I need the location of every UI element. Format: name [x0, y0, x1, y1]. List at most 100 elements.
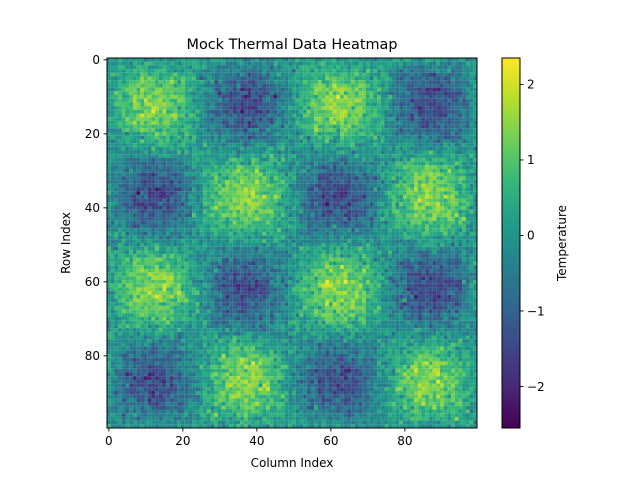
heatmap-cell [406, 69, 411, 73]
heatmap-cell [354, 235, 359, 240]
heatmap-cell [107, 213, 111, 218]
heatmap-cell [199, 220, 204, 225]
heatmap-cell [214, 132, 219, 136]
heatmap-cell [284, 117, 289, 121]
heatmap-cell [210, 239, 215, 244]
heatmap-cell [436, 80, 441, 84]
heatmap-cell [155, 165, 159, 170]
heatmap-cell [277, 220, 281, 225]
heatmap-cell [321, 72, 326, 77]
heatmap-cell [195, 80, 200, 84]
heatmap-cell [425, 220, 429, 225]
heatmap-cell [203, 102, 207, 107]
heatmap-cell [240, 165, 244, 170]
heatmap-cell [266, 76, 270, 81]
heatmap-cell [317, 231, 322, 236]
heatmap-cell [440, 235, 444, 240]
heatmap-cell [310, 143, 315, 147]
heatmap-cell [192, 194, 196, 199]
heatmap-cell [336, 183, 341, 188]
heatmap-cell [136, 202, 141, 207]
heatmap-cell [406, 202, 411, 207]
heatmap-cell [295, 165, 300, 170]
heatmap-cell [462, 169, 466, 173]
heatmap-cell [277, 120, 281, 125]
heatmap-cell [425, 83, 429, 88]
heatmap-cell [121, 58, 126, 62]
heatmap-cell [284, 91, 289, 96]
heatmap-cell [277, 128, 281, 133]
heatmap-cell [469, 198, 474, 203]
heatmap-cell [262, 213, 267, 218]
heatmap-cell [399, 98, 404, 103]
heatmap-cell [132, 161, 137, 166]
heatmap-cell [118, 146, 122, 151]
heatmap-cell [247, 180, 252, 184]
heatmap-cell [436, 206, 441, 210]
heatmap-cell [144, 102, 148, 107]
heatmap-cell [417, 58, 422, 62]
heatmap-cell [158, 154, 163, 158]
heatmap-cell [225, 176, 230, 181]
heatmap-cell [269, 209, 274, 214]
heatmap-cell [428, 235, 433, 240]
heatmap-cell [110, 113, 115, 118]
heatmap-cell [251, 228, 256, 232]
heatmap-cell [436, 124, 441, 129]
heatmap-cell [162, 76, 167, 81]
heatmap-cell [240, 135, 244, 140]
heatmap-cell [343, 87, 348, 92]
heatmap-cell [229, 135, 233, 140]
heatmap-cell [451, 176, 455, 181]
heatmap-cell [292, 61, 296, 66]
heatmap-cell [232, 132, 237, 136]
heatmap-cell [232, 165, 237, 170]
heatmap-cell [399, 165, 404, 170]
heatmap-cell [447, 124, 452, 129]
heatmap-cell [269, 113, 274, 118]
heatmap-cell [147, 202, 152, 207]
heatmap-cell [177, 65, 182, 70]
heatmap-cell [118, 109, 122, 114]
heatmap-cell [280, 209, 285, 214]
heatmap-cell [369, 61, 374, 66]
heatmap-cell [440, 198, 444, 203]
heatmap-cell [343, 183, 348, 188]
heatmap-cell [140, 202, 145, 207]
heatmap-cell [351, 106, 355, 110]
heatmap-cell [425, 124, 429, 129]
heatmap-cell [362, 157, 367, 162]
heatmap-cell [299, 87, 304, 92]
heatmap-cell [114, 132, 119, 136]
heatmap-cell [188, 235, 193, 240]
heatmap-cell [214, 98, 219, 103]
heatmap-cell [225, 132, 230, 136]
heatmap-cell [273, 206, 278, 210]
heatmap-cell [140, 235, 145, 240]
heatmap-cell [258, 202, 263, 207]
heatmap-cell [129, 202, 133, 207]
heatmap-cell [358, 135, 363, 140]
heatmap-cell [380, 165, 385, 170]
heatmap-cell [229, 87, 233, 92]
heatmap-cell [121, 87, 126, 92]
heatmap-cell [377, 154, 381, 158]
heatmap-cell [273, 120, 278, 125]
heatmap-cell [125, 124, 130, 129]
heatmap-cell [473, 217, 478, 221]
heatmap-cell [225, 143, 230, 147]
heatmap-cell [399, 139, 404, 144]
heatmap-cell [155, 143, 159, 147]
heatmap-cell [373, 198, 378, 203]
heatmap-cell [332, 172, 337, 177]
heatmap-cell [447, 235, 452, 240]
heatmap-cell [303, 132, 307, 136]
heatmap-cell [162, 87, 167, 92]
heatmap-cell [151, 235, 156, 240]
heatmap-cell [440, 213, 444, 218]
heatmap-cell [473, 83, 478, 88]
heatmap-cell [262, 198, 267, 203]
heatmap-cell [436, 87, 441, 92]
heatmap-cell [144, 106, 148, 110]
heatmap-cell [417, 239, 422, 244]
